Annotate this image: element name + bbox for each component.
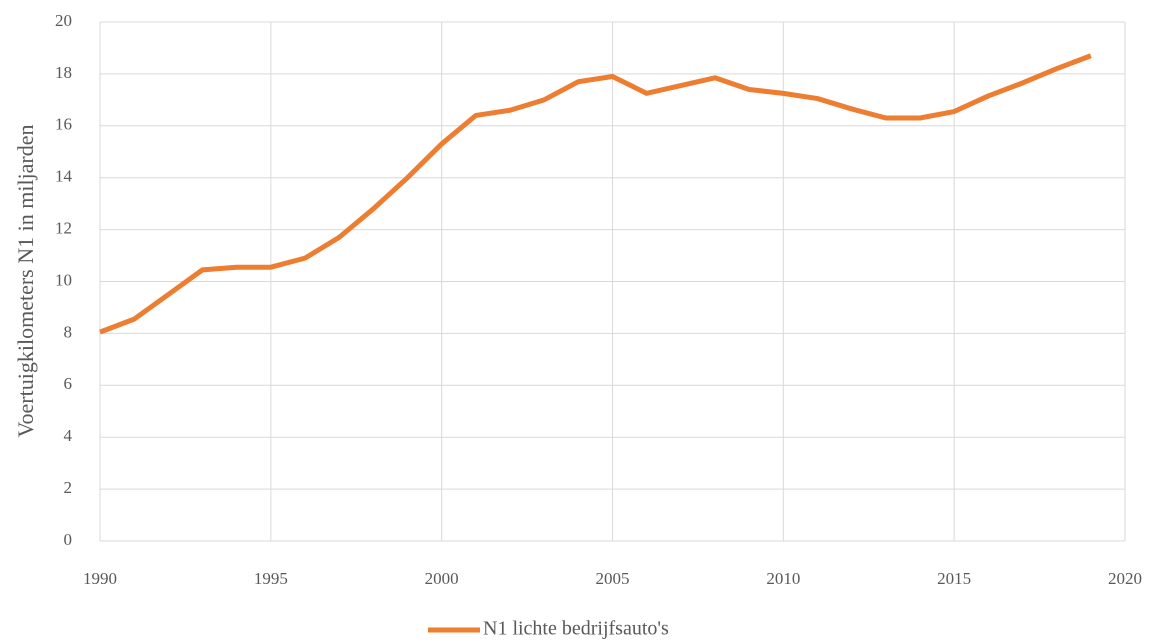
- y-tick-label: 12: [55, 219, 72, 238]
- x-tick-label: 2000: [425, 569, 459, 588]
- legend-label: N1 lichte bedrijfsauto's: [483, 618, 669, 640]
- y-tick-label: 2: [64, 478, 73, 497]
- y-tick-label: 14: [55, 167, 73, 186]
- x-tick-label: 2005: [596, 569, 630, 588]
- x-tick-label: 1995: [254, 569, 288, 588]
- x-tick-label: 2020: [1108, 569, 1142, 588]
- y-tick-label: 20: [55, 11, 72, 30]
- y-axis-label: Voertuigkilometers N1 in miljarden: [13, 124, 38, 437]
- y-tick-label: 18: [55, 63, 72, 82]
- x-tick-label: 1990: [83, 569, 117, 588]
- x-tick-label: 2010: [766, 569, 800, 588]
- y-tick-label: 10: [55, 270, 72, 289]
- y-tick-label: 4: [64, 426, 73, 445]
- y-tick-label: 0: [64, 530, 73, 549]
- y-tick-label: 16: [55, 115, 72, 134]
- line: [99, 53, 1092, 335]
- y-tick-label: 6: [64, 374, 73, 393]
- x-tick-label: 2015: [937, 569, 971, 588]
- y-tick-label: 8: [64, 322, 73, 341]
